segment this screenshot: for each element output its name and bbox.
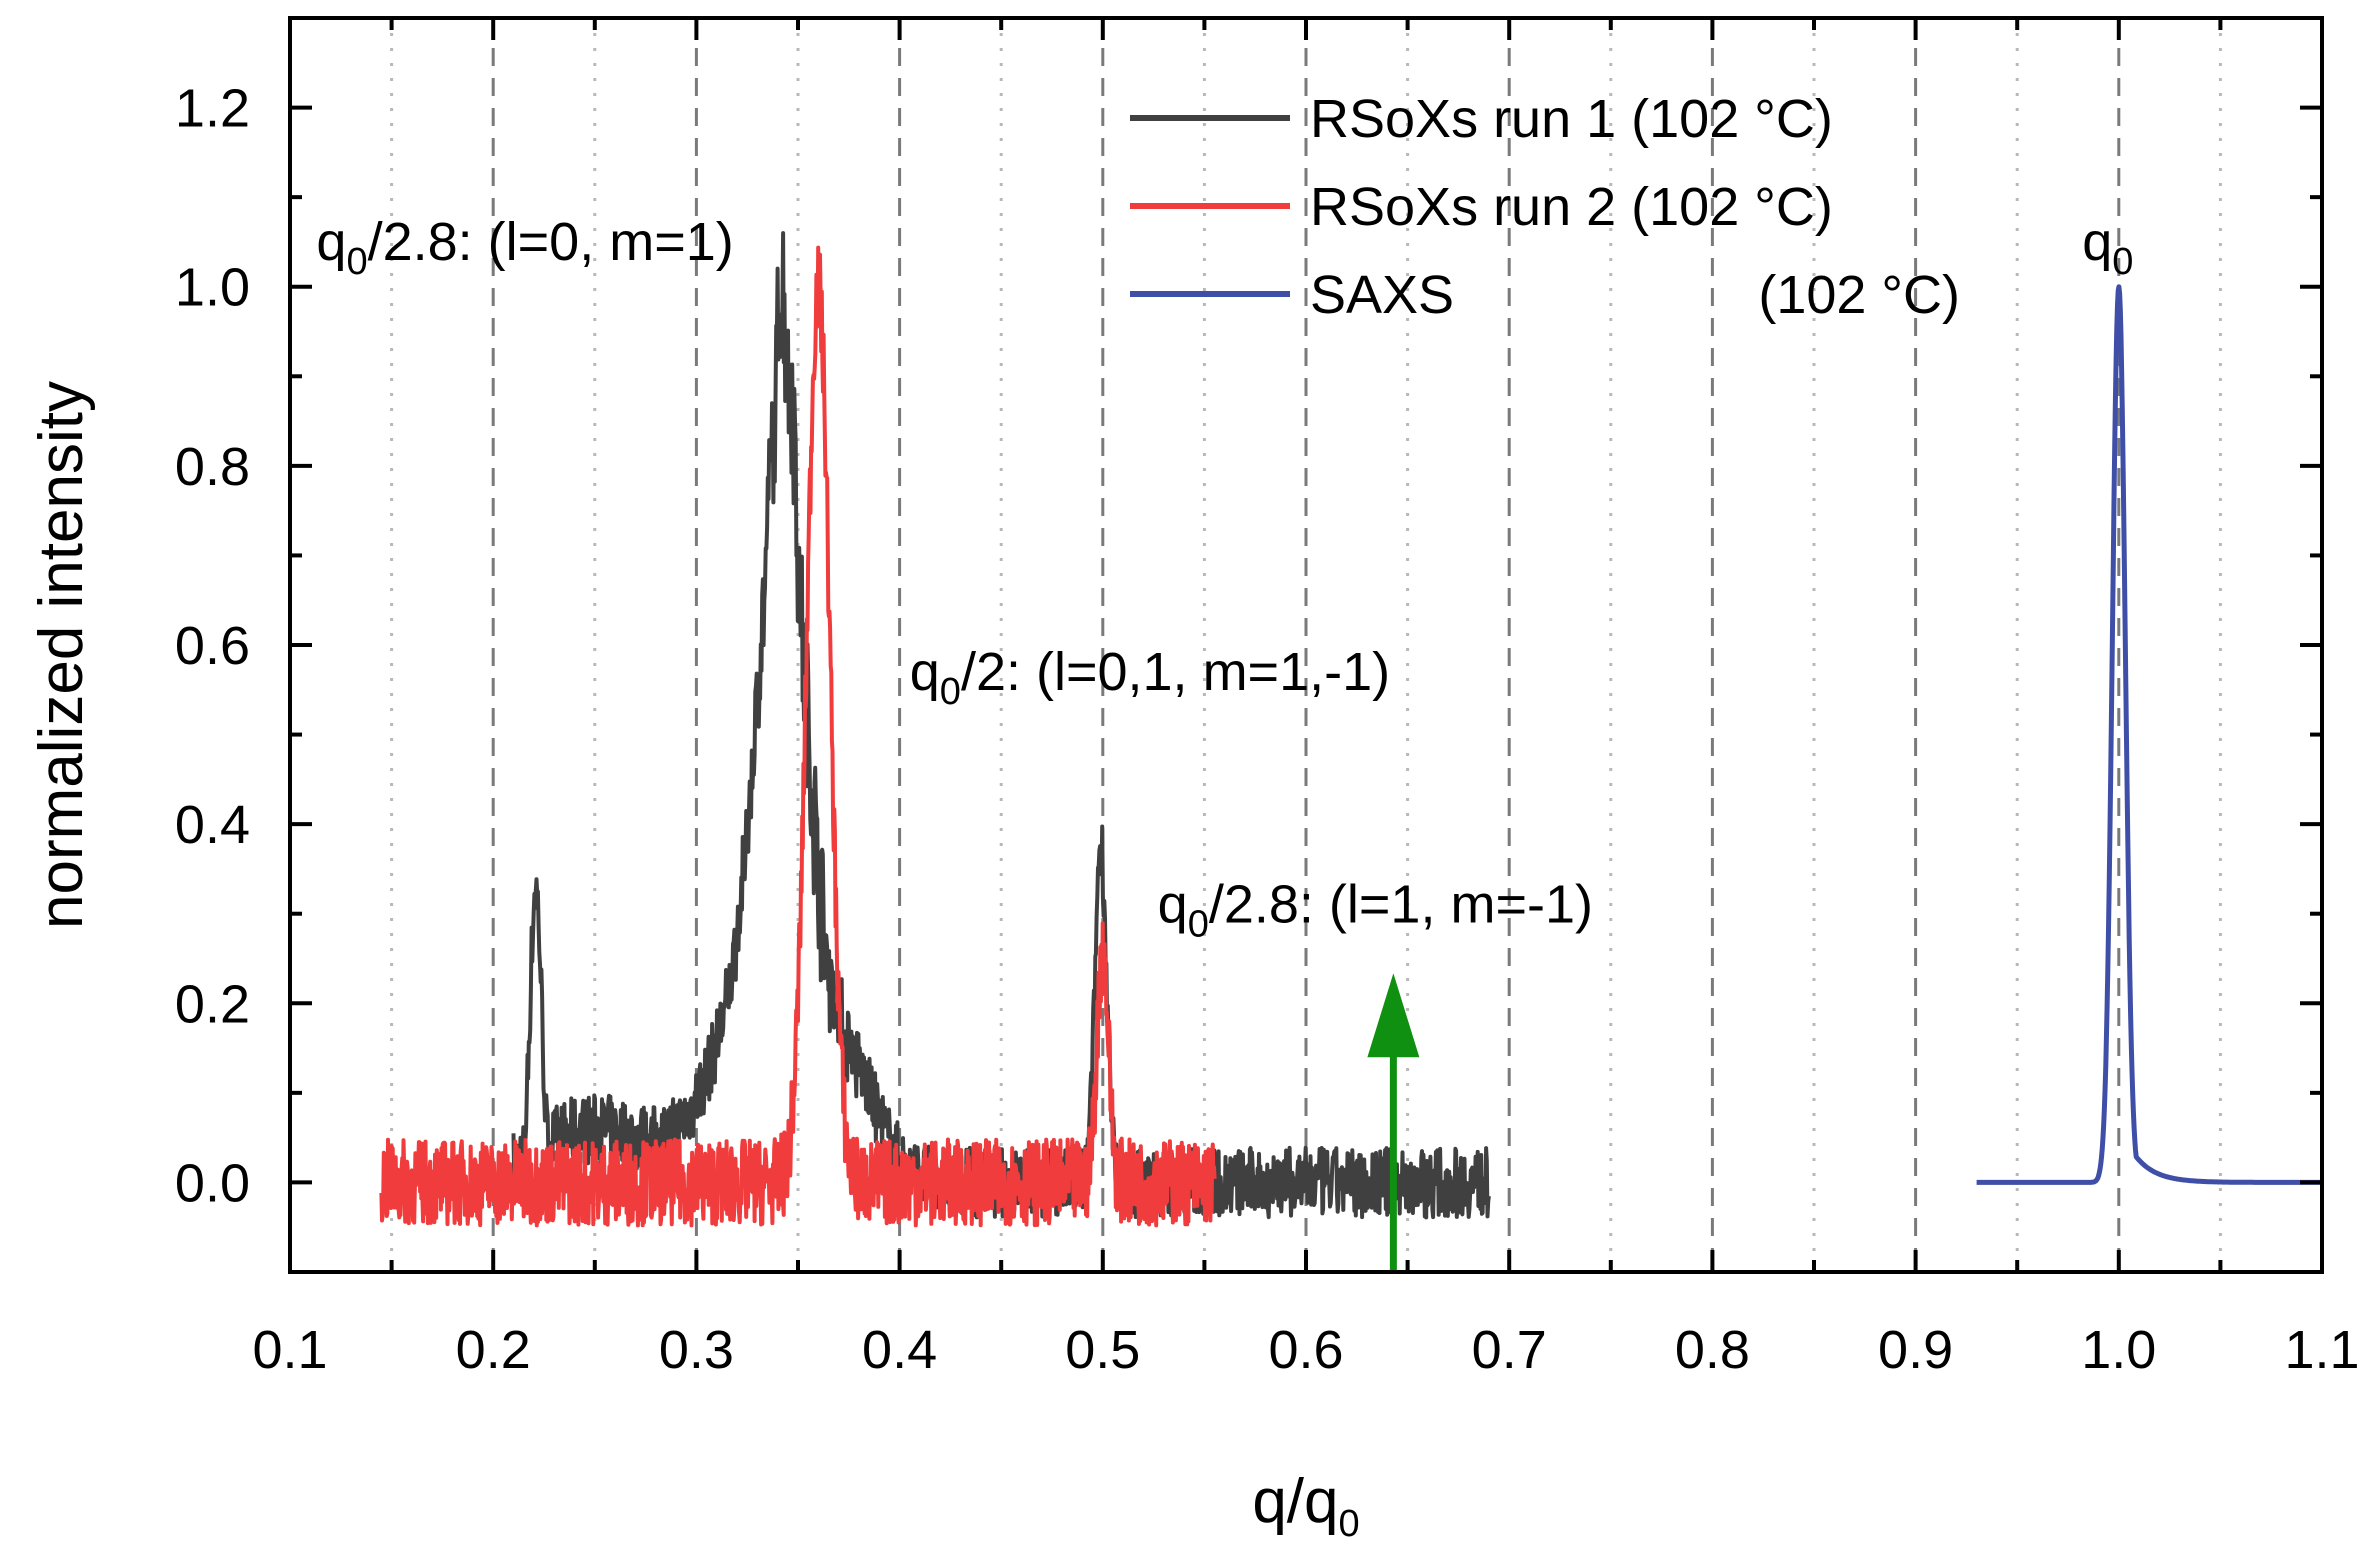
- y-tick-label: 1.2: [175, 79, 250, 139]
- x-tick-label: 0.3: [659, 1320, 734, 1380]
- y-tick-label: 0.6: [175, 616, 250, 676]
- legend-label: SAXS: [1310, 265, 1454, 325]
- x-tick-label: 0.5: [1065, 1320, 1140, 1380]
- x-tick-label: 0.1: [252, 1320, 327, 1380]
- y-tick-labels: 0.0 0.2 0.4 0.6 0.8 1.0 1.2: [175, 79, 250, 1214]
- legend-label: RSoXs run 2 (102 °C): [1310, 177, 1833, 237]
- x-tick-label: 0.7: [1472, 1320, 1547, 1380]
- legend-label-extra: (102 °C): [1758, 265, 1960, 325]
- y-axis-title: normalized intensity: [27, 381, 96, 929]
- y-tick-label: 0.8: [175, 437, 250, 497]
- y-tick-label: 0.2: [175, 974, 250, 1034]
- axis-ticks: [288, 16, 2324, 1274]
- x-axis-title: q/q0: [1252, 1467, 1359, 1545]
- y-tick-label: 1.0: [175, 258, 250, 318]
- x-tick-labels: 0.1 0.2 0.3 0.4 0.5 0.6 0.7 0.8 0.9 1.0 1.1: [252, 1320, 2359, 1380]
- ann-q0-2: q0/2: (l=0,1, m=1,-1): [910, 642, 1390, 713]
- legend-label: RSoXs run 1 (102 °C): [1310, 89, 1833, 149]
- data-series: [379, 231, 2324, 1228]
- ann-q0-2-8-l1: q0/2.8: (l=1, m=-1): [1158, 875, 1593, 946]
- ann-q0-2-8-l0: q0/2.8: (l=0, m=1): [316, 212, 733, 283]
- ann-q0: q0: [2082, 212, 2133, 283]
- annotation-arrow: [1367, 973, 1420, 1272]
- legend: RSoXs run 1 (102 °C) RSoXs run 2 (102 °C)…: [1130, 89, 1960, 325]
- series-line-2: [379, 245, 1217, 1228]
- x-tick-label: 0.4: [862, 1320, 937, 1380]
- y-tick-label: 0.4: [175, 795, 250, 855]
- annotations: q0/2.8: (l=0, m=1) q0/2: (l=0,1, m=1,-1) q…: [316, 212, 2133, 946]
- arrow-head: [1367, 973, 1420, 1058]
- series-line-3: [1974, 284, 2324, 1185]
- x-tick-label: 1.0: [2081, 1320, 2156, 1380]
- y-tick-label: 0.0: [175, 1153, 250, 1213]
- x-tick-label: 0.9: [1878, 1320, 1953, 1380]
- x-tick-label: 0.6: [1268, 1320, 1343, 1380]
- x-tick-label: 0.8: [1675, 1320, 1750, 1380]
- x-tick-label: 1.1: [2284, 1320, 2359, 1380]
- x-tick-label: 0.2: [456, 1320, 531, 1380]
